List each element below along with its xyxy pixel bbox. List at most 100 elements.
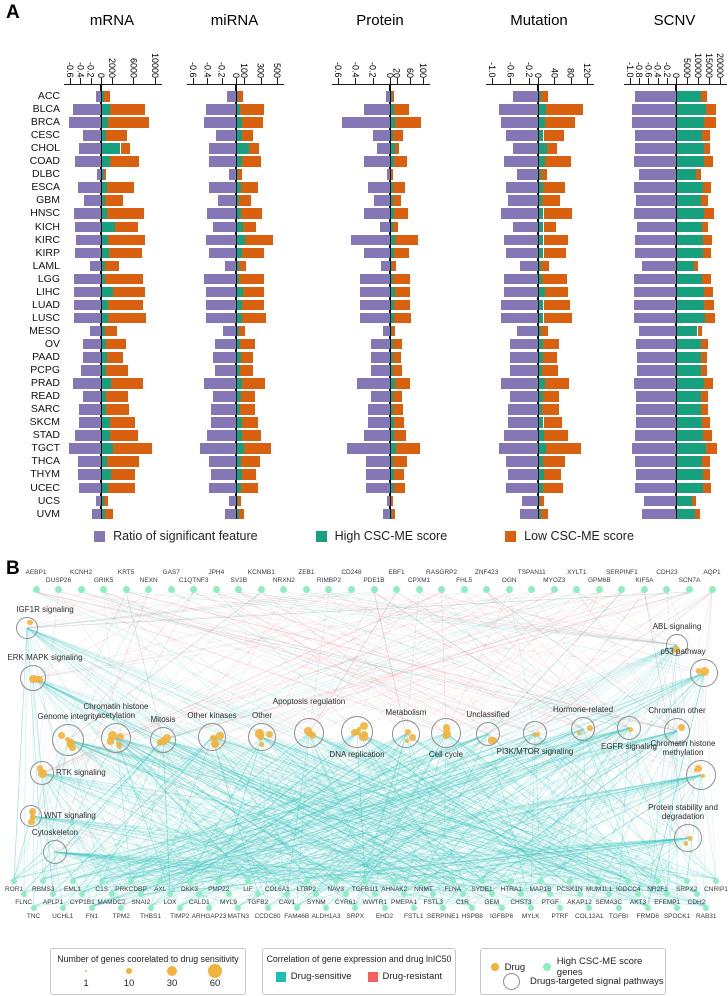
- bar-low: [107, 312, 147, 324]
- gene-label: WWTR1: [362, 899, 388, 906]
- pathway-circle: [664, 718, 690, 744]
- axis-tick-label: 60: [404, 67, 415, 78]
- bar-high: [390, 208, 394, 219]
- axis-tick-label: -0.2: [367, 62, 378, 78]
- cancer-type-label: DLBC: [31, 168, 60, 181]
- gene-node-dot: [332, 878, 339, 884]
- cancer-type-label: CESC: [30, 129, 60, 142]
- bar-low: [393, 312, 412, 324]
- bar-high: [676, 443, 707, 454]
- bar-low: [703, 247, 711, 259]
- bar-low: [104, 508, 114, 520]
- bar-high: [101, 143, 121, 154]
- bar-high: [390, 234, 395, 246]
- gene-node-dot: [20, 891, 27, 897]
- bar-low: [105, 325, 118, 337]
- drug-dot: [408, 734, 416, 741]
- bar-high: [236, 91, 239, 102]
- gene-label: RASGRP2: [426, 569, 458, 576]
- bar-ratio: [510, 365, 538, 376]
- axis-tick: [193, 78, 194, 84]
- bar-high: [236, 404, 241, 415]
- bar-low: [544, 156, 572, 167]
- gene-label: ALDH1A3: [311, 913, 341, 920]
- bar-low: [393, 391, 403, 402]
- pathway-label: PI3K/MTOR signaling: [496, 747, 574, 756]
- bar-high: [236, 221, 244, 232]
- bar-ratio: [228, 169, 236, 180]
- bar-high: [236, 482, 242, 493]
- gene-node-dot: [415, 585, 423, 593]
- size-legend-value: 1: [83, 978, 89, 989]
- axis-tick-label: -0.6: [643, 62, 654, 78]
- gene-node-dot: [703, 905, 710, 911]
- gene-label: GAS7: [162, 569, 180, 576]
- drug-dot: [701, 774, 705, 778]
- axis-tick-label: 2000: [106, 57, 117, 78]
- bar-low: [700, 338, 708, 350]
- gene-label: NNMT: [414, 886, 433, 893]
- bar-ratio: [72, 104, 101, 115]
- bar-low: [243, 286, 265, 298]
- bar-high: [390, 169, 392, 180]
- bar-low: [395, 286, 411, 298]
- bar-high: [676, 391, 701, 402]
- bar-high: [676, 195, 701, 206]
- gene-label: UCHL1: [52, 913, 74, 920]
- gene-node-dot: [518, 891, 524, 897]
- cancer-type-label: LGG: [37, 272, 60, 285]
- bar-high: [390, 104, 394, 115]
- axis-tick-label: -0.4: [202, 62, 213, 78]
- axis-tick: [510, 78, 512, 84]
- bar-low: [544, 286, 569, 298]
- bar-high: [676, 273, 702, 285]
- bar-ratio: [82, 338, 101, 350]
- gene-label: MATN3: [227, 913, 250, 920]
- bar-high: [676, 130, 702, 141]
- bar-low: [109, 417, 135, 428]
- cancer-type-label: UCS: [37, 494, 60, 507]
- cancer-type-label: TGCT: [31, 442, 60, 455]
- gene-label: SEMA3C: [595, 899, 623, 906]
- bar-high: [676, 365, 701, 376]
- gene-node-dot: [663, 585, 671, 593]
- drug-dot: [404, 738, 409, 743]
- bar-low: [394, 378, 411, 389]
- bar-high: [390, 221, 394, 232]
- cancer-type-label: ESCA: [31, 181, 60, 194]
- drug-dot: [699, 667, 709, 676]
- gene-label: KRT5: [117, 569, 135, 576]
- gene-label: GPM6B: [587, 577, 611, 584]
- axis-tick-label: -0.6: [505, 62, 516, 78]
- bar-low: [540, 91, 548, 102]
- drug-dot: [156, 739, 164, 746]
- axis-tick: [639, 78, 641, 84]
- legend-item: Low CSC-ME score: [505, 529, 634, 543]
- gene-node-dot: [342, 891, 349, 897]
- axis-tick-label: 5000: [682, 57, 692, 78]
- bar-low: [542, 365, 558, 376]
- bar-ratio: [633, 156, 676, 167]
- drug-dot: [58, 732, 66, 739]
- zero-line: [389, 84, 391, 519]
- gene-node-dot: [527, 905, 534, 911]
- bar-high: [676, 417, 702, 428]
- axis-tick: [155, 78, 156, 84]
- bar-high: [538, 338, 543, 350]
- cancer-type-label: COAD: [29, 155, 60, 168]
- zero-line: [100, 84, 102, 519]
- axis-tick-label: -0.6: [188, 62, 198, 78]
- bar-low: [241, 130, 253, 141]
- bar-high: [101, 404, 107, 415]
- bar-low: [105, 273, 144, 285]
- bar-high: [390, 378, 395, 389]
- bar-high: [538, 482, 544, 493]
- pathway-label: Chromatin histone acetylation: [83, 702, 149, 720]
- bar-ratio: [512, 91, 538, 102]
- bar-ratio: [501, 378, 538, 389]
- bar-high: [676, 508, 696, 520]
- bar-ratio: [364, 208, 390, 219]
- gene-label: IGFBP6: [489, 913, 514, 920]
- bar-low: [543, 221, 556, 232]
- bar-ratio: [501, 208, 538, 219]
